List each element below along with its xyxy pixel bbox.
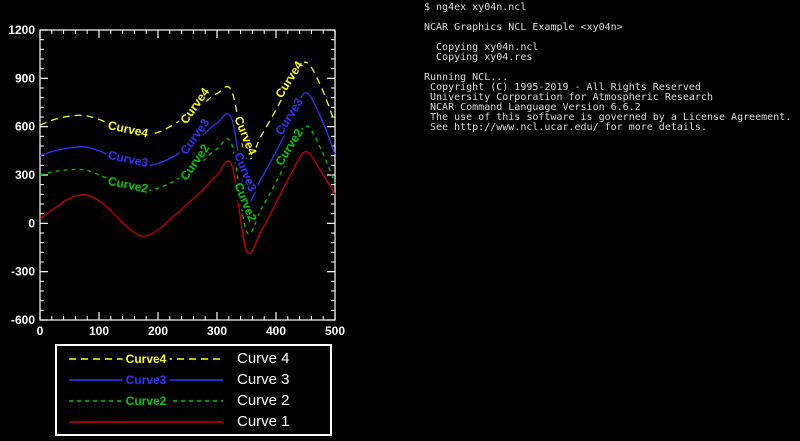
y-tick-label: -300 <box>11 265 35 279</box>
legend-row: Curve2 Curve 2 <box>67 391 326 411</box>
x-tick-label: 400 <box>266 324 286 338</box>
terminal-line: Copying xy04.res <box>424 53 800 63</box>
chart-legend: Curve4 Curve 4 Curve3 Curve 3 Curve2 Cur… <box>55 344 332 436</box>
y-tick-label: 600 <box>15 120 35 134</box>
y-tick-label: -600 <box>11 313 35 327</box>
legend-row: Curve 1 <box>67 412 326 432</box>
curve-inline-label: Curve2 <box>107 174 150 196</box>
legend-inline-label: Curve2 <box>123 394 170 408</box>
x-tick-label: 300 <box>207 324 227 338</box>
legend-line-sample: Curve2 <box>67 391 225 411</box>
legend-line-sample <box>67 412 225 432</box>
y-tick-label: 0 <box>28 216 35 230</box>
curve-inline-label: Curve4 <box>272 58 306 100</box>
curve-inline-label: Curve3 <box>107 148 150 170</box>
legend-inline-label: Curve3 <box>123 373 170 387</box>
y-tick-label: 300 <box>15 168 35 182</box>
x-tick-label: 100 <box>89 324 109 338</box>
x-tick-label: 500 <box>325 324 345 338</box>
terminal-command-line: $ ng4ex xy04n.ncl <box>424 3 800 13</box>
terminal-line: NCAR Graphics NCL Example <xy04n> <box>424 23 800 33</box>
y-tick-label: 900 <box>15 71 35 85</box>
screen: 0 100 200 300 400 500 -600 -300 0 300 600 900 1200 Cu… <box>0 0 800 441</box>
legend-label-curve2: Curve 2 <box>237 392 290 409</box>
ncl-plot-window: 0 100 200 300 400 500 -600 -300 0 300 600 900 1200 Cu… <box>0 0 420 441</box>
y-tick-label: 1200 <box>8 23 35 37</box>
legend-line-sample: Curve4 <box>67 349 225 369</box>
curve-inline-label: Curve4 <box>177 85 212 127</box>
legend-line-sample: Curve3 <box>67 370 225 390</box>
terminal[interactable]: $ ng4ex xy04n.ncl NCAR Graphics NCL Exam… <box>424 0 800 441</box>
x-tick-label: 0 <box>37 324 44 338</box>
legend-inline-label: Curve4 <box>123 352 170 366</box>
legend-row: Curve4 Curve 4 <box>67 349 326 369</box>
x-tick-label: 200 <box>148 324 168 338</box>
legend-row: Curve3 Curve 3 <box>67 370 326 390</box>
xy-chart: 0 100 200 300 400 500 -600 -300 0 300 600 900 1200 Cu… <box>0 0 420 340</box>
legend-line-curve1 <box>67 412 225 432</box>
legend-label-curve3: Curve 3 <box>237 371 290 388</box>
terminal-line: See http://www.ncl.ucar.edu/ for more de… <box>424 123 800 133</box>
curve-inline-label: Curve4 <box>107 118 150 140</box>
legend-label-curve1: Curve 1 <box>237 413 290 430</box>
legend-label-curve4: Curve 4 <box>237 350 290 367</box>
